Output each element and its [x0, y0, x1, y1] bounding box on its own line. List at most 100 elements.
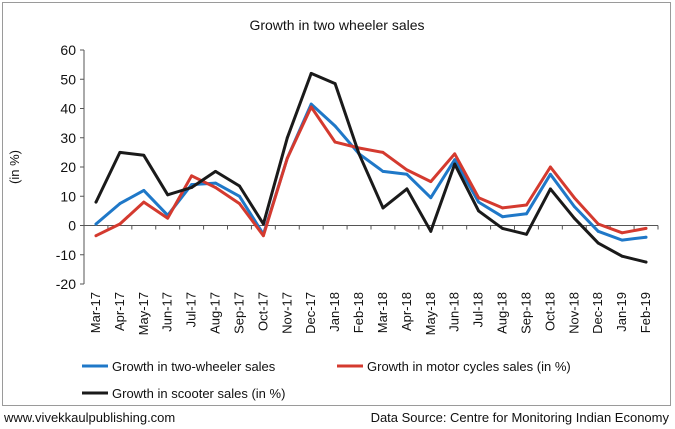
x-tick-label: Sep-18 [518, 292, 533, 334]
data-point [261, 234, 265, 238]
data-point [596, 241, 600, 245]
data-point [118, 222, 122, 226]
data-point [620, 238, 624, 242]
y-tick-label: -20 [56, 276, 76, 292]
x-tick-label: Jul-18 [471, 292, 486, 327]
data-point [501, 215, 504, 219]
data-point [309, 102, 313, 106]
data-point [405, 172, 409, 176]
x-tick-label: Aug-17 [208, 292, 223, 334]
data-point [548, 172, 552, 176]
data-point [453, 152, 457, 156]
legend-label: Growth in motor cycles sales (in %) [367, 359, 571, 374]
data-point [405, 187, 409, 191]
x-tick-label: Aug-18 [495, 292, 510, 334]
y-axis-label: (in %) [7, 150, 22, 184]
data-point [525, 203, 528, 207]
x-tick-label: May-18 [423, 292, 438, 335]
data-point [620, 254, 624, 258]
data-point [477, 209, 481, 213]
x-tick-label: Jan-19 [614, 292, 629, 332]
data-point [644, 227, 648, 230]
series-line-2 [94, 105, 648, 238]
y-tick-label: 20 [60, 159, 76, 175]
legend-label: Growth in scooter sales (in %) [112, 386, 285, 401]
x-tick-label: Nov-17 [279, 292, 294, 334]
x-tick-label: Nov-18 [566, 292, 581, 334]
y-tick-label: 10 [60, 188, 76, 204]
data-point [453, 162, 457, 166]
data-point [596, 229, 600, 233]
data-point [548, 187, 552, 191]
data-point [429, 180, 433, 184]
x-tick-label: Feb-19 [638, 292, 653, 333]
data-point [94, 234, 98, 238]
data-point [644, 235, 648, 239]
data-point [525, 212, 528, 216]
data-point [309, 105, 313, 109]
x-tick-label: Dec-18 [590, 292, 605, 334]
data-point [190, 186, 194, 189]
chart-frame [2, 2, 671, 406]
x-tick-label: Jun-17 [160, 292, 175, 332]
chart-title: Growth in two wheeler sales [249, 17, 424, 33]
data-point [190, 174, 194, 178]
data-point [238, 184, 241, 188]
data-point [333, 82, 337, 86]
data-point [525, 232, 528, 236]
data-point [285, 156, 289, 160]
x-tick-label: Dec-17 [303, 292, 318, 334]
data-point [572, 196, 576, 200]
data-point [381, 206, 385, 210]
data-point [429, 229, 433, 233]
data-point [214, 181, 217, 185]
data-point [548, 165, 552, 169]
x-tick-label: Apr-18 [399, 292, 414, 331]
legend: Growth in two-wheeler sales Growth in mot… [82, 359, 571, 401]
data-point [381, 150, 385, 154]
y-tick-label: 40 [60, 101, 76, 117]
x-tick-label: Oct-17 [255, 292, 270, 331]
x-tick-label: Sep-17 [231, 292, 246, 334]
footer-source: Data Source: Centre for Monitoring India… [370, 410, 669, 425]
data-point [501, 227, 504, 230]
data-point [118, 202, 122, 205]
data-point [166, 193, 170, 197]
data-point [453, 158, 457, 162]
x-tick-label: Jun-18 [447, 292, 462, 332]
data-point [142, 200, 146, 204]
legend-label: Growth in two-wheeler sales [112, 359, 276, 374]
y-tick-label: 0 [68, 218, 76, 234]
data-point [333, 124, 337, 128]
data-point [238, 202, 241, 205]
data-point [142, 153, 146, 157]
data-point [333, 140, 337, 144]
data-point [214, 169, 217, 173]
data-point [94, 200, 98, 204]
x-tick-label: Oct-18 [542, 292, 557, 331]
y-tick-label: -10 [56, 247, 76, 263]
data-point [214, 186, 217, 189]
data-point [620, 231, 624, 235]
x-tick-label: Mar-18 [375, 292, 390, 333]
data-point [644, 260, 648, 264]
data-point [142, 189, 146, 192]
x-tick-label: May-17 [136, 292, 151, 335]
data-point [309, 72, 313, 75]
data-point [596, 222, 600, 226]
series-line-3 [94, 71, 648, 264]
data-point [238, 194, 241, 198]
data-point [572, 205, 576, 208]
data-point [477, 196, 481, 200]
y-tick-label: 50 [60, 71, 76, 87]
data-point [261, 222, 265, 226]
x-tick-label: Jul-17 [184, 292, 199, 327]
x-tick-label: Jan-18 [327, 292, 342, 332]
data-point [94, 222, 98, 226]
data-point [429, 196, 433, 200]
x-tick-label: Feb-18 [351, 292, 366, 333]
data-point [357, 152, 361, 156]
data-point [477, 200, 481, 204]
data-point [405, 168, 409, 172]
